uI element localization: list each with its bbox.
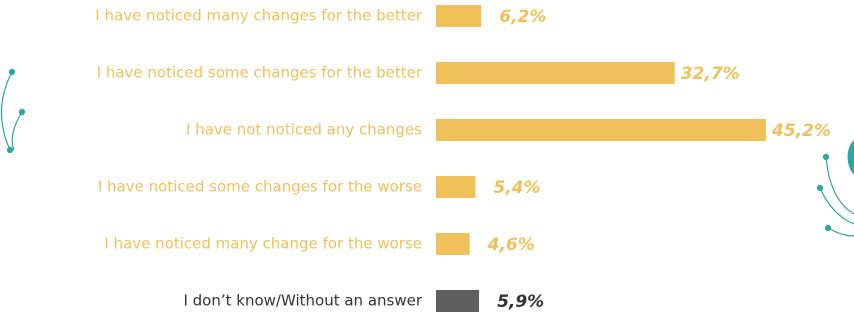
category-label: I don’t know/Without an answer	[183, 292, 422, 310]
category-label: I have noticed many changes for the bett…	[95, 7, 423, 25]
decoration	[1, 70, 854, 237]
bar	[436, 62, 675, 84]
chart: I have noticed many changes for the bett…	[0, 0, 854, 315]
category-label: I have noticed some changes for the wors…	[98, 178, 422, 196]
bar	[436, 5, 481, 27]
category-label: I have noticed many change for the worse	[104, 235, 422, 253]
bar	[436, 290, 479, 312]
bar	[436, 233, 470, 255]
value-label: 5,4%	[493, 178, 540, 198]
value-label: 6,2%	[499, 7, 546, 27]
bar	[436, 119, 766, 141]
value-label: 32,7%	[681, 64, 740, 84]
bar	[436, 176, 475, 198]
category-label: I have not noticed any changes	[186, 121, 422, 139]
value-label: 4,6%	[487, 235, 535, 255]
value-label: 45,2%	[771, 121, 831, 141]
category-label: I have noticed some changes for the bett…	[97, 64, 423, 82]
value-label: 5,9%	[497, 292, 544, 312]
